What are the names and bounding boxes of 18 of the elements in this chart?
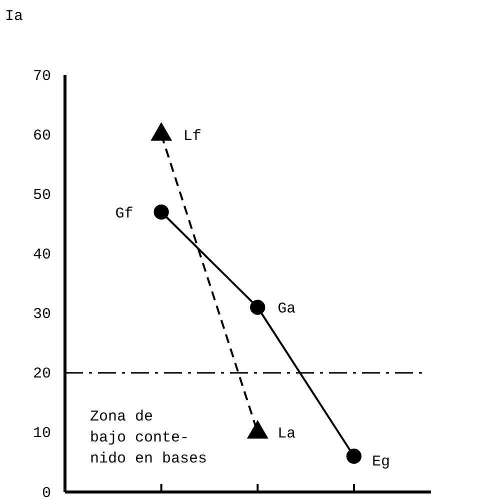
point: [250, 300, 266, 315]
y-tick-label: 10: [32, 425, 51, 442]
annotation: Gf: [115, 205, 134, 222]
y-axis-title: Ia: [5, 8, 24, 25]
annotation: La: [278, 426, 296, 443]
annotation: Lf: [183, 128, 202, 145]
point: [346, 448, 362, 464]
y-tick-label: 70: [32, 68, 51, 85]
y-tick-label: 30: [32, 306, 51, 324]
point: [154, 204, 169, 220]
annotation: Eg: [372, 454, 390, 471]
y-tick-label: 40: [32, 246, 51, 264]
y-tick-label: 50: [32, 186, 51, 204]
annotation: Zona de bajo conte- nido en bases: [90, 408, 208, 468]
y-tick-label: 0: [42, 484, 51, 502]
annotation: Ga: [278, 300, 296, 318]
y-tick-label: 20: [32, 366, 51, 383]
y-tick-label: 60: [32, 127, 51, 144]
